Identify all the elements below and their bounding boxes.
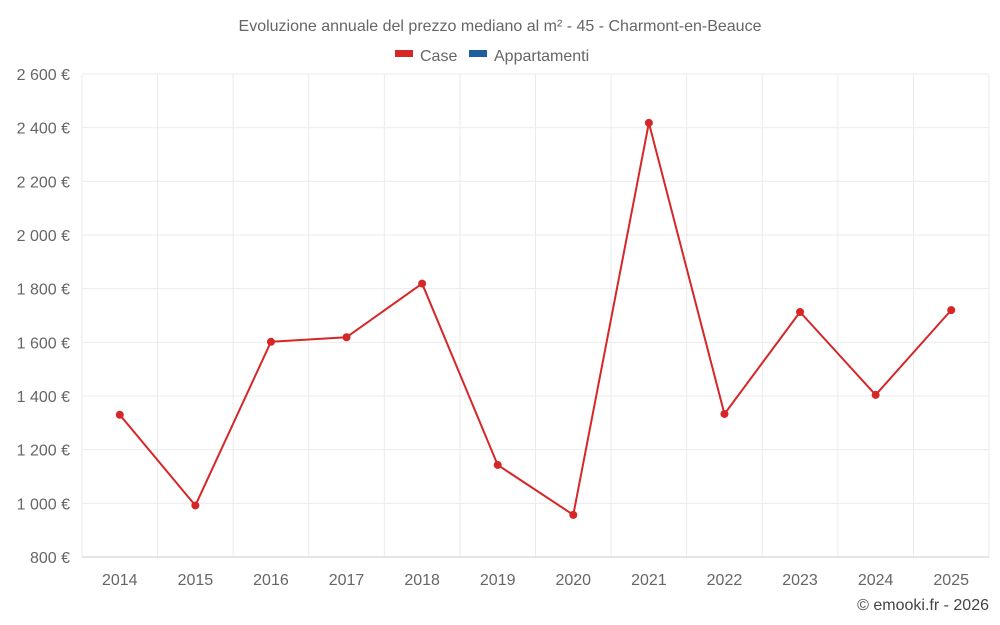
y-tick-label: 1 800 € bbox=[17, 282, 70, 299]
x-tick-label: 2022 bbox=[707, 572, 743, 589]
y-tick-label: 2 000 € bbox=[17, 228, 70, 245]
x-tick-label: 2021 bbox=[631, 572, 667, 589]
x-tick-label: 2014 bbox=[102, 572, 138, 589]
data-point-2019[interactable] bbox=[493, 460, 502, 469]
data-point-2017[interactable] bbox=[342, 333, 351, 342]
data-point-2021[interactable] bbox=[644, 118, 653, 127]
data-point-2014[interactable] bbox=[115, 410, 124, 419]
data-point-2024[interactable] bbox=[871, 390, 880, 399]
chart-title: Evoluzione annuale del prezzo mediano al… bbox=[239, 18, 762, 35]
y-tick-label: 800 € bbox=[30, 550, 70, 567]
legend-label-appartamenti[interactable]: Appartamenti bbox=[494, 48, 589, 65]
y-axis-labels: 800 € 1 000 € 1 200 € 1 400 € 1 600 € 1 800 €… bbox=[17, 67, 70, 567]
x-tick-label: 2019 bbox=[480, 572, 516, 589]
data-point-2016[interactable] bbox=[266, 337, 275, 346]
grid bbox=[81, 73, 990, 557]
y-tick-label: 2 600 € bbox=[17, 67, 70, 84]
x-tick-label: 2024 bbox=[858, 572, 894, 589]
x-tick-label: 2018 bbox=[404, 572, 440, 589]
series-line-case bbox=[119, 121, 952, 516]
legend-label-case[interactable]: Case bbox=[420, 48, 457, 65]
x-tick-label: 2025 bbox=[933, 572, 969, 589]
legend[interactable]: Case Appartamenti bbox=[395, 48, 589, 65]
y-tick-label: 1 600 € bbox=[17, 335, 70, 352]
y-tick-label: 1 400 € bbox=[17, 389, 70, 406]
data-point-2025[interactable] bbox=[947, 306, 956, 315]
x-tick-label: 2015 bbox=[178, 572, 214, 589]
y-tick-label: 2 400 € bbox=[17, 121, 70, 138]
y-tick-label: 2 200 € bbox=[17, 174, 70, 191]
y-tick-label: 1 200 € bbox=[17, 443, 70, 460]
x-tick-label: 2020 bbox=[555, 572, 591, 589]
data-point-2020[interactable] bbox=[569, 510, 578, 519]
legend-swatch-appartamenti[interactable] bbox=[469, 50, 487, 57]
y-tick-label: 1 000 € bbox=[17, 496, 70, 513]
legend-swatch-case[interactable] bbox=[395, 50, 413, 57]
data-point-2018[interactable] bbox=[418, 279, 427, 288]
x-tick-label: 2016 bbox=[253, 572, 289, 589]
data-point-2015[interactable] bbox=[191, 501, 200, 510]
x-tick-label: 2017 bbox=[329, 572, 365, 589]
data-point-2022[interactable] bbox=[720, 409, 729, 418]
credit-text: © emooki.fr - 2026 bbox=[857, 597, 989, 614]
data-point-2023[interactable] bbox=[796, 308, 805, 317]
x-tick-label: 2023 bbox=[782, 572, 818, 589]
x-axis-labels: 2014 2015 2016 2017 2018 2019 2020 2021 2022 2023… bbox=[102, 572, 969, 589]
series-layer bbox=[115, 118, 956, 519]
